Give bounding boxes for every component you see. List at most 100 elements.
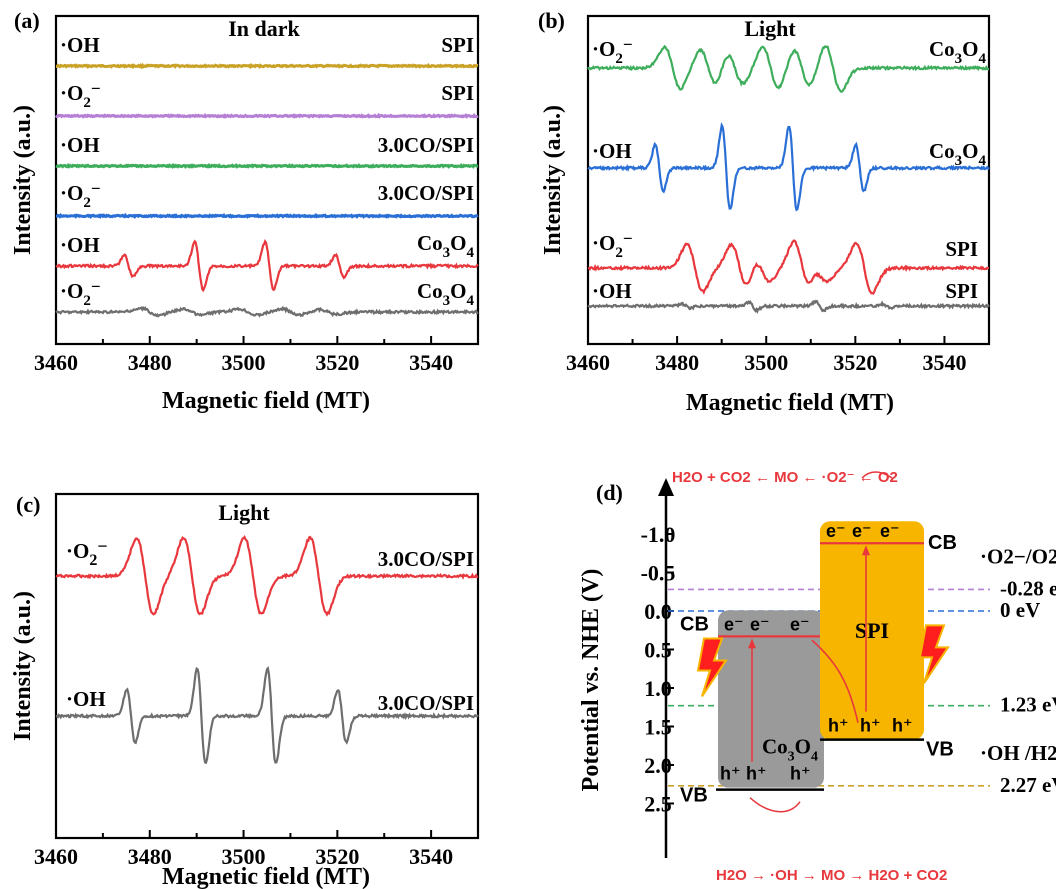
- sample-label-2: SPI: [945, 237, 978, 261]
- chart-b-series: [587, 44, 990, 315]
- chart-c-title: Light: [218, 500, 270, 525]
- series-line-4: [55, 238, 479, 293]
- x-tick-label: 3460: [34, 350, 78, 375]
- chart-c-x-ticks: 3460 3480 3500 3520 3540: [34, 830, 479, 869]
- x-tick-label: 3520: [315, 844, 359, 869]
- co3o4-hole-1: h⁺: [746, 764, 767, 784]
- sample-label-1: 3.0CO/SPI: [378, 691, 474, 715]
- bottom-reaction-text: H2O → ·OH → MO → H2O + CO2: [716, 867, 947, 884]
- band-diagram-d: (d) Potential vs. NHE (V) -1.0 -0.5 0.0 0.5…: [578, 469, 1056, 884]
- x-tick-label: 3460: [34, 844, 78, 869]
- y-tick-label: 1.5: [644, 715, 672, 740]
- chart-a-y-label: Intensity (a.u.): [10, 105, 36, 255]
- co3o4-cb-label: CB: [680, 613, 709, 635]
- radical-label-0: ·O2−: [592, 35, 633, 67]
- series-line-1: [55, 665, 479, 765]
- reference-value-2: 1.23 eV: [1000, 693, 1056, 717]
- chart-a-labels: ·OH SPI ·O2− SPI ·OH 3.0CO/SPI ·O2− 3.0CO/SPI ·O…: [60, 33, 475, 309]
- series-line-2: [587, 239, 990, 295]
- x-tick-label: 3500: [222, 350, 266, 375]
- diagram-d-y-label: Potential vs. NHE (V): [578, 569, 604, 792]
- chart-c-y-label: Intensity (a.u.): [10, 591, 36, 741]
- y-tick-label: 2.0: [644, 753, 672, 778]
- radical-label-3: ·OH: [592, 279, 632, 303]
- diagram-d-reference-lines: -0.28 eV ·O2−/O2 0 eV 1.23 eV 2.27 eV ·OH /H2…: [668, 544, 1056, 797]
- chart-a-series: [54, 62, 479, 318]
- sample-label-2: 3.0CO/SPI: [378, 133, 474, 157]
- chart-a: (a) In dark 3460 3480 3500 3520 3540 ·OH SPI·…: [10, 8, 480, 414]
- radical-label-5: ·O2−: [60, 277, 101, 309]
- radical-label-2: ·O2−: [592, 229, 633, 261]
- chart-c-frame: [54, 492, 480, 840]
- panel-label-c: (c): [16, 492, 40, 517]
- x-tick-label: 3460: [566, 350, 610, 375]
- chart-a-x-ticks: 3460 3480 3500 3520 3540: [34, 336, 479, 375]
- chart-a-frame: [54, 14, 480, 346]
- reference-value-3: 2.27 eV: [1000, 773, 1056, 797]
- x-tick-label: 3480: [655, 350, 699, 375]
- spi-cb-label: CB: [928, 532, 957, 554]
- sample-label-0: Co3O4: [929, 37, 987, 67]
- series-line-1: [54, 112, 479, 120]
- x-tick-label: 3520: [315, 350, 359, 375]
- radical-label-0: ·O2−: [66, 536, 108, 569]
- y-tick-label: 2.5: [644, 792, 672, 817]
- y-tick-label: 1.0: [644, 676, 672, 701]
- x-tick-label: 3540: [409, 844, 453, 869]
- y-tick-label: -0.5: [641, 561, 676, 586]
- sample-label-3: SPI: [945, 279, 978, 303]
- radical-label-1: ·OH: [592, 139, 632, 163]
- top-reaction-text: H2O + CO2 ← MO ← ·O2⁻ ← O2: [672, 469, 898, 486]
- charge-transfer-curve: [811, 639, 859, 723]
- co3o4-name: Co3O4: [762, 734, 818, 764]
- radical-label-3: ·O2−: [60, 179, 101, 211]
- lightning-left-icon: [696, 637, 728, 697]
- reference-couple-3: ·OH /H2O: [980, 741, 1056, 765]
- series-line-1: [587, 122, 990, 212]
- co3o4-vb-label: VB: [680, 785, 708, 807]
- radical-label-1: ·O2−: [60, 79, 101, 111]
- series-line-0: [55, 62, 479, 70]
- sample-label-1: SPI: [441, 81, 474, 105]
- chart-c-series: [55, 535, 479, 765]
- sample-label-0: 3.0CO/SPI: [378, 547, 474, 571]
- co3o4-excitation-head: [748, 638, 756, 649]
- sample-label-3: 3.0CO/SPI: [378, 181, 474, 205]
- chart-b-x-ticks: 3460 3480 3500 3520 3540: [566, 336, 990, 375]
- reference-value-0: -0.28 eV: [1000, 576, 1056, 600]
- spi-electron-1: e⁻: [852, 521, 872, 541]
- x-tick-label: 3480: [128, 844, 172, 869]
- spi-hole-0: h⁺: [828, 716, 849, 736]
- x-tick-label: 3500: [744, 350, 788, 375]
- panel-label-a: (a): [14, 8, 40, 33]
- co3o4-electron-1: e⁻: [750, 614, 770, 634]
- chart-b-labels: ·O2− Co3O4 ·OH Co3O4 ·O2− SPI ·OH SPI: [592, 35, 987, 303]
- co3o4-band-block: [718, 610, 824, 788]
- series-line-0: [55, 535, 479, 617]
- x-tick-label: 3540: [409, 350, 453, 375]
- diagram-d-axis-arrow: [658, 478, 674, 496]
- co3o4-hole-0: h⁺: [720, 764, 741, 784]
- chart-b-title: Light: [744, 16, 796, 41]
- sample-label-0: SPI: [441, 33, 474, 57]
- chart-b-x-label: Magnetic field (MT): [686, 390, 894, 416]
- reference-value-1: 0 eV: [1000, 598, 1040, 622]
- x-tick-label: 3480: [128, 350, 172, 375]
- top-reaction-curve: [861, 471, 893, 479]
- co3o4-electron-0: e⁻: [724, 614, 744, 634]
- series-line-2: [55, 162, 479, 169]
- co3o4-electron-2: e⁻: [790, 614, 810, 634]
- chart-b-frame: [586, 14, 991, 346]
- chart-b-y-label: Intensity (a.u.): [540, 105, 566, 255]
- radical-label-4: ·OH: [60, 233, 100, 257]
- series-line-0: [587, 44, 989, 93]
- spi-electron-0: e⁻: [826, 521, 846, 541]
- chart-b: (b) Light 3460 3480 3500 3520 3540 ·O2− Co3O4…: [538, 8, 991, 416]
- bottom-reaction-curve: [749, 797, 801, 813]
- spi-vb-label: VB: [926, 739, 954, 761]
- y-tick-label: -1.0: [641, 522, 676, 547]
- panel-label-b: (b): [538, 8, 565, 33]
- series-line-3: [587, 299, 990, 315]
